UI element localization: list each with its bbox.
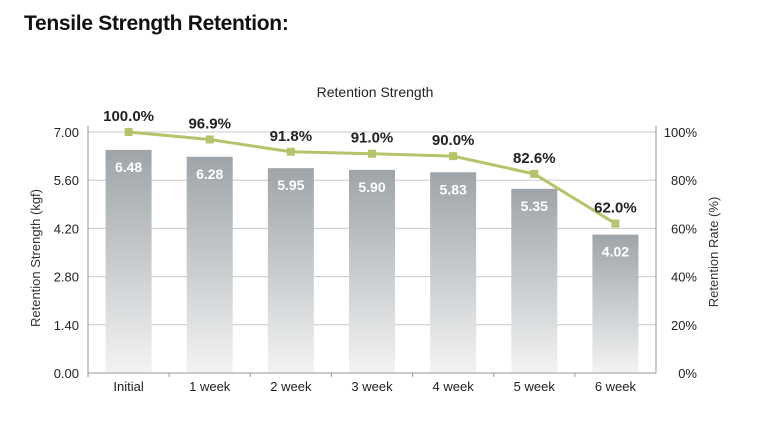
y-tick-label: 0.00 <box>54 366 79 381</box>
bar <box>592 234 639 373</box>
bar <box>267 168 314 373</box>
x-tick-label: 1 week <box>189 379 231 394</box>
bars: 6.48 6.28 5.95 5.90 5.83 5.35 4.02 <box>105 149 639 373</box>
line-point <box>368 149 376 158</box>
bar-value-label: 5.95 <box>277 177 304 193</box>
y2-tick-label: 100% <box>664 125 698 140</box>
line-point <box>611 219 620 228</box>
line-point <box>286 147 295 156</box>
bar-value-label: 5.90 <box>358 179 385 195</box>
bar <box>186 156 233 373</box>
line-value-label: 62.0% <box>594 200 637 217</box>
axes: 0.00 1.40 2.80 4.20 5.60 7.00 0% 20% 40% 60% 80% 10… <box>54 125 698 394</box>
y-tick-label: 4.20 <box>54 221 79 236</box>
x-tick-label: 4 week <box>433 379 475 394</box>
bar-value-label: 6.48 <box>115 159 142 175</box>
bar <box>349 169 395 373</box>
bar-value-label: 4.02 <box>602 244 629 260</box>
line-value-label: 96.9% <box>188 115 231 132</box>
y-tick-label: 1.40 <box>54 318 79 333</box>
line-value-label: 90.0% <box>432 132 475 149</box>
x-tick-label: 5 week <box>514 379 556 394</box>
retention-rate-line: 100.0% 96.9% 91.8% 91.0% 90.0% 82.6% 62.0% <box>103 108 637 228</box>
line-value-label: 82.6% <box>513 150 556 167</box>
bar <box>105 149 152 373</box>
line-point <box>205 135 214 144</box>
y-tick-label: 7.00 <box>54 125 79 140</box>
x-tick-label: 2 week <box>270 379 312 394</box>
y2-tick-label: 0% <box>678 366 697 381</box>
bar <box>430 172 477 373</box>
line-value-label: 100.0% <box>103 108 154 125</box>
bar-value-label: 5.83 <box>440 181 467 197</box>
x-tick-label: 3 week <box>351 379 393 394</box>
bar-value-label: 5.35 <box>521 198 548 214</box>
bar <box>511 188 558 373</box>
y2-tick-label: 80% <box>671 173 697 188</box>
chart-title: Retention Strength <box>317 84 434 100</box>
line-value-label: 91.8% <box>270 128 313 145</box>
x-tick-label: 6 week <box>595 379 637 394</box>
y-tick-label: 2.80 <box>54 270 79 285</box>
y2-tick-label: 20% <box>671 318 697 333</box>
line-value-label: 91.0% <box>351 130 394 147</box>
y-tick-label: 5.60 <box>54 173 79 188</box>
line-point <box>530 169 539 178</box>
y-axis-label: Retention Strength (kgf) <box>28 189 43 327</box>
y2-tick-label: 60% <box>671 221 697 236</box>
y2-axis-label: Retention Rate (%) <box>706 197 721 308</box>
y2-tick-label: 40% <box>671 270 697 285</box>
line-point <box>124 128 133 136</box>
bar-value-label: 6.28 <box>196 166 223 182</box>
x-tick-label: Initial <box>113 379 143 394</box>
page-heading: Tensile Strength Retention: <box>24 12 289 35</box>
line-point <box>449 152 458 161</box>
